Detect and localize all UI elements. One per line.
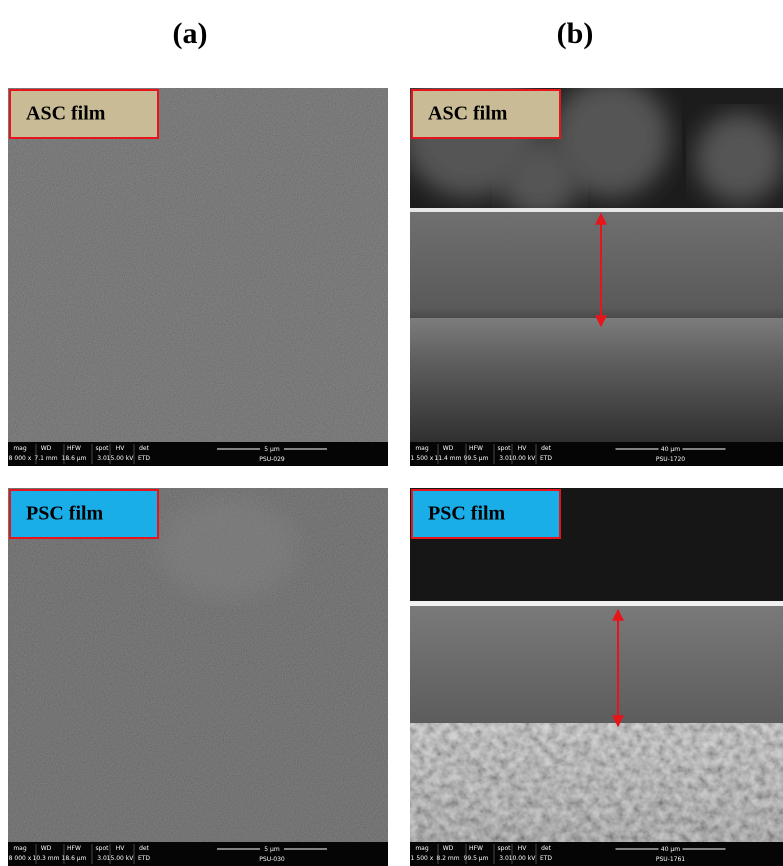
label: PSC film [428,503,506,525]
figure: (a) (b) ASC film mag 8 000 x WD 7.1 mm HFW 18.… [0,0,783,866]
image-id: PSU-030 [259,856,285,863]
info-header: HV [116,445,126,452]
info-header: spot [96,845,110,852]
image-id: PSU-029 [259,456,285,463]
info-header: WD [41,445,52,452]
info-value: 3.0 [499,855,509,862]
info-header: spot [96,445,110,452]
info-header: mag [415,445,429,452]
info-header: HV [116,845,126,852]
info-value: 10.3 mm [33,855,60,862]
info-value: ETD [540,455,552,462]
sem-image: ASC film mag 1 500 x WD 11.4 mm HFW 99.5 µm spo… [400,58,783,466]
blob [500,138,580,218]
info-header: det [541,845,552,852]
film [410,603,783,725]
sem-image: PSC film mag 8 000 x WD 10.3 mm HFW 18.6 µm spo… [8,488,388,866]
film [410,210,783,318]
label: ASC film [26,103,106,125]
info-header: WD [41,845,52,852]
info-value: ETD [138,455,150,462]
info-header: WD [443,845,454,852]
info-header: HV [518,845,528,852]
scale-label: 40 µm [661,446,680,453]
info-bar [8,842,388,866]
info-header: det [541,445,552,452]
info-header: mag [13,445,27,452]
info-value: 99.5 µm [464,855,489,862]
info-value: 1 500 x [411,455,434,462]
info-value: 99.5 µm [464,455,489,462]
scale-label: 40 µm [661,846,680,853]
info-value: 18.6 µm [62,455,87,462]
info-value: 15.00 kV [107,855,135,862]
sem-image: PSC film mag 1 500 x WD 8.2 mm HFW 99.5 µm spot… [410,488,783,866]
info-header: mag [13,845,27,852]
info-header: det [139,445,150,452]
label: ASC film [428,103,508,125]
info-value: 15.00 kV [107,455,135,462]
texture [8,88,388,466]
image-id: PSU-1720 [656,456,685,463]
info-header: HFW [469,845,483,852]
info-value: 1 500 x [411,855,434,862]
info-header: mag [415,845,429,852]
info-header: HV [518,445,528,452]
highlight [158,498,298,598]
info-value: ETD [540,855,552,862]
label: PSC film [26,503,104,525]
heading: (b) [557,17,594,50]
info-value: 8 000 x [9,855,32,862]
info-header: HFW [67,845,81,852]
image-id: PSU-1761 [656,856,685,863]
info-bar [8,442,388,466]
blob [695,113,783,203]
info-header: HFW [469,445,483,452]
info-header: det [139,845,150,852]
info-value: 11.4 mm [435,455,462,462]
info-value: 8.2 mm [436,855,459,862]
edge [410,601,783,606]
info-value: ETD [138,855,150,862]
sem-image: ASC film mag 8 000 x WD 7.1 mm HFW 18.6 µm spot… [8,88,388,466]
heading: (a) [173,17,208,50]
scale-label: 5 µm [264,446,280,453]
edge [410,208,783,212]
info-value: 3.0 [97,455,107,462]
info-header: WD [443,445,454,452]
info-header: HFW [67,445,81,452]
info-header: spot [498,845,512,852]
info-value: 3.0 [499,455,509,462]
info-value: 7.1 mm [34,455,57,462]
info-value: 18.6 µm [62,855,87,862]
info-value: 8 000 x [9,455,32,462]
info-value: 10.00 kV [509,455,537,462]
info-header: spot [498,445,512,452]
info-value: 3.0 [97,855,107,862]
scale-label: 5 µm [264,846,280,853]
info-value: 10.00 kV [509,855,537,862]
